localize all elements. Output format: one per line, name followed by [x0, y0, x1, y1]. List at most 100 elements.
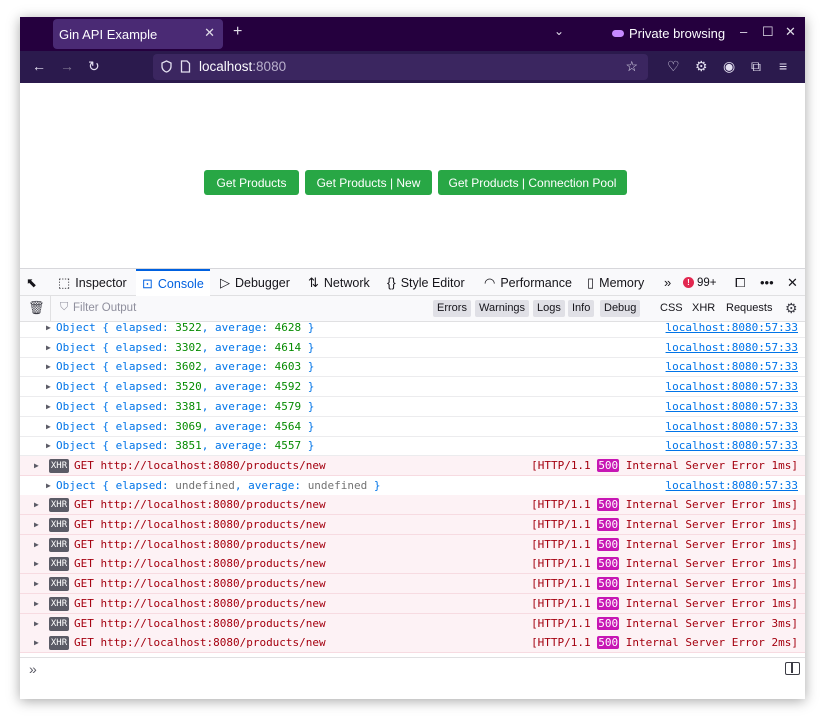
log-object[interactable]: Object { elapsed: 3381, average: 4579 }	[56, 399, 315, 413]
maximize-icon[interactable]: ☐	[762, 24, 774, 39]
shield-icon[interactable]	[161, 60, 172, 73]
log-object[interactable]: Object { elapsed: 3302, average: 4614 }	[56, 340, 315, 354]
xhr-request[interactable]: GET http://localhost:8080/products/new	[74, 636, 326, 649]
star-icon[interactable]: ☆	[625, 58, 638, 74]
filter-info-button[interactable]: Info	[568, 300, 595, 317]
expand-triangle-icon[interactable]: ▶	[46, 362, 51, 372]
get-products-pool-button[interactable]: Get Products | Connection Pool	[438, 170, 627, 195]
tab-gin-api[interactable]: Gin API Example ✕	[53, 19, 223, 49]
trash-icon[interactable]: 🗑	[28, 300, 45, 315]
log-object[interactable]: Object { elapsed: undefined, average: un…	[56, 479, 381, 492]
account-icon[interactable]: ◉	[723, 58, 736, 74]
expand-triangle-icon[interactable]: ▶	[34, 460, 39, 470]
close-devtools-icon[interactable]: ✕	[787, 274, 798, 290]
pocket-icon[interactable]: ♡	[667, 58, 680, 74]
xhr-request[interactable]: GET http://localhost:8080/products/new	[74, 597, 326, 610]
console-xhr-row[interactable]: ▶ XHR GET http://localhost:8080/products…	[20, 633, 805, 654]
filter-requests-button[interactable]: Requests	[726, 302, 773, 314]
console-xhr-row[interactable]: ▶ XHR GET http://localhost:8080/products…	[20, 593, 805, 614]
console-xhr-row[interactable]: ▶ XHR GET http://localhost:8080/products…	[20, 515, 805, 535]
forward-arrow-icon[interactable]: →	[60, 58, 74, 74]
log-object[interactable]: Object { elapsed: 3069, average: 4564 }	[56, 419, 315, 433]
source-link[interactable]: localhost:8080:57:33	[665, 340, 798, 354]
log-object[interactable]: Object { elapsed: 3520, average: 4592 }	[56, 380, 315, 394]
expand-triangle-icon[interactable]: ▶	[46, 480, 51, 490]
tab-network[interactable]: ⇅ Network	[308, 269, 370, 296]
expand-triangle-icon[interactable]: ▶	[34, 638, 39, 648]
tab-console[interactable]: ⊡ Console	[136, 269, 210, 296]
console-xhr-row[interactable]: ▶ XHR GET http://localhost:8080/products…	[20, 613, 805, 634]
console-log-row[interactable]: ▶ Object { elapsed: 3522, average: 4628 …	[20, 322, 805, 338]
more-options-icon[interactable]: •••	[760, 275, 774, 290]
window-close-icon[interactable]: ✕	[785, 24, 796, 39]
expand-triangle-icon[interactable]: ▶	[46, 382, 51, 392]
filter-css-button[interactable]: CSS	[660, 302, 683, 314]
expand-triangle-icon[interactable]: ▶	[34, 500, 39, 510]
source-link[interactable]: localhost:8080:57:33	[665, 478, 798, 492]
filter-logs-button[interactable]: Logs	[533, 300, 565, 317]
console-log-row[interactable]: ▶ Object { elapsed: 3602, average: 4603 …	[20, 357, 805, 378]
console-xhr-row[interactable]: ▶ XHR GET http://localhost:8080/products…	[20, 554, 805, 575]
menu-hamburger-icon[interactable]: ≡	[779, 58, 788, 74]
source-link[interactable]: localhost:8080:57:33	[665, 399, 798, 413]
console-log-row[interactable]: ▶ Object { elapsed: 3520, average: 4592 …	[20, 377, 805, 398]
back-arrow-icon[interactable]: ←	[32, 58, 46, 74]
minimize-icon[interactable]: –	[740, 24, 748, 39]
xhr-request[interactable]: GET http://localhost:8080/products/new	[74, 617, 326, 630]
filter-input[interactable]: Filter Output	[73, 302, 137, 314]
log-object[interactable]: Object { elapsed: 3602, average: 4603 }	[56, 360, 315, 374]
new-tab-icon[interactable]: +	[233, 23, 243, 40]
error-counter[interactable]: ! 99+	[683, 269, 717, 296]
tab-memory[interactable]: ▯ Memory	[587, 269, 644, 296]
expand-triangle-icon[interactable]: ▶	[46, 323, 51, 332]
console-log-row[interactable]: ▶ Object { elapsed: 3851, average: 4557 …	[20, 436, 805, 457]
tab-inspector[interactable]: ⬚ Inspector	[58, 269, 127, 296]
console-settings-gear-icon[interactable]: ⚙	[785, 300, 798, 316]
filter-warnings-button[interactable]: Warnings	[475, 300, 530, 317]
reload-icon[interactable]: ↻	[88, 58, 100, 74]
filter-errors-button[interactable]: Errors	[433, 300, 471, 317]
console-input[interactable]: »	[20, 657, 805, 681]
xhr-request[interactable]: GET http://localhost:8080/products/new	[74, 498, 326, 511]
expand-triangle-icon[interactable]: ▶	[34, 559, 39, 569]
tab-style-editor[interactable]: {} Style Editor	[387, 269, 465, 296]
expand-triangle-icon[interactable]: ▶	[46, 342, 51, 352]
expand-triangle-icon[interactable]: ▶	[34, 598, 39, 608]
console-log-row[interactable]: ▶ Object { elapsed: undefined, average: …	[20, 476, 805, 496]
tab-performance[interactable]: ◠ Performance	[484, 269, 572, 296]
console-log-row[interactable]: ▶ Object { elapsed: 3302, average: 4614 …	[20, 338, 805, 358]
source-link[interactable]: localhost:8080:57:33	[665, 380, 798, 394]
get-products-new-button[interactable]: Get Products | New	[305, 170, 432, 195]
console-log-row[interactable]: ▶ Object { elapsed: 3069, average: 4564 …	[20, 417, 805, 437]
expand-triangle-icon[interactable]: ▶	[46, 401, 51, 411]
close-tab-icon[interactable]: ✕	[204, 25, 215, 40]
get-products-button[interactable]: Get Products	[204, 170, 299, 195]
console-log-row[interactable]: ▶ Object { elapsed: 3381, average: 4579 …	[20, 397, 805, 417]
page-icon[interactable]	[180, 60, 191, 73]
extension-gear-icon[interactable]: ⚙	[695, 58, 708, 74]
source-link[interactable]: localhost:8080:57:33	[665, 439, 798, 453]
expand-triangle-icon[interactable]: ▶	[34, 539, 39, 549]
url-bar[interactable]: localhost:8080 ☆	[153, 54, 648, 80]
expand-triangle-icon[interactable]: ▶	[46, 421, 51, 431]
tab-debugger[interactable]: ▷ Debugger	[220, 269, 290, 296]
log-object[interactable]: Object { elapsed: 3522, average: 4628 }	[56, 322, 315, 334]
source-link[interactable]: localhost:8080:57:33	[665, 360, 798, 374]
console-xhr-row[interactable]: ▶ XHR GET http://localhost:8080/products…	[20, 574, 805, 595]
filter-xhr-button[interactable]: XHR	[692, 302, 716, 314]
console-xhr-row[interactable]: ▶ XHR GET http://localhost:8080/products…	[20, 534, 805, 555]
more-tabs-icon[interactable]: »	[664, 275, 672, 290]
dock-icon[interactable]: ⧠	[735, 274, 746, 290]
xhr-request[interactable]: GET http://localhost:8080/products/new	[74, 577, 326, 590]
chevron-down-icon[interactable]: ⌄	[554, 24, 565, 38]
xhr-request[interactable]: GET http://localhost:8080/products/new	[74, 538, 326, 551]
source-link[interactable]: localhost:8080:57:33	[665, 419, 798, 433]
xhr-request[interactable]: GET http://localhost:8080/products/new	[74, 459, 326, 472]
url-text[interactable]: localhost:8080	[199, 59, 286, 74]
log-object[interactable]: Object { elapsed: 3851, average: 4557 }	[56, 439, 315, 453]
source-link[interactable]: localhost:8080:57:33	[665, 322, 798, 334]
console-xhr-row[interactable]: ▶ XHR GET http://localhost:8080/products…	[20, 455, 805, 476]
expand-triangle-icon[interactable]: ▶	[34, 579, 39, 589]
expand-triangle-icon[interactable]: ▶	[34, 520, 39, 529]
xhr-request[interactable]: GET http://localhost:8080/products/new	[74, 557, 326, 570]
